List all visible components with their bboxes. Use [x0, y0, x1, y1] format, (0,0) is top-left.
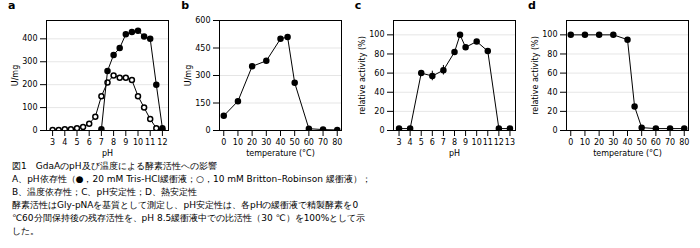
svg-text:30: 30	[608, 138, 618, 147]
svg-text:6: 6	[87, 138, 92, 147]
html-text:した。: した。	[12, 226, 39, 236]
svg-text:11: 11	[145, 138, 155, 147]
svg-text:100: 100	[369, 30, 384, 39]
html-text:d: d	[528, 0, 536, 12]
svg-text:5: 5	[418, 138, 423, 147]
svg-text:0: 0	[206, 126, 211, 135]
svg-text:30: 30	[262, 138, 272, 147]
svg-text:8: 8	[452, 138, 457, 147]
svg-text:20: 20	[547, 107, 557, 116]
svg-text:400: 400	[22, 34, 37, 43]
html-text:酵素活性はGly-pNAを基質として測定し、pH安定性は、各: 酵素活性はGly-pNAを基質として測定し、pH安定性は、各pHの緩衝液で精製酵…	[12, 200, 359, 210]
svg-text:pH: pH	[102, 149, 113, 158]
svg-text:10: 10	[233, 138, 243, 147]
html-text:B、温度依存性；C、pH安定性；D、熱安定性: B、温度依存性；C、pH安定性；D、熱安定性	[12, 187, 197, 197]
svg-text:80: 80	[547, 50, 557, 59]
svg-text:10: 10	[580, 138, 590, 147]
svg-text:100: 100	[22, 103, 37, 112]
svg-text:150: 150	[196, 99, 211, 108]
svg-text:40: 40	[276, 138, 286, 147]
svg-text:60: 60	[304, 138, 314, 147]
svg-text:20: 20	[374, 107, 384, 116]
svg-text:12: 12	[493, 138, 503, 147]
html-text:c: c	[354, 0, 362, 12]
svg-text:80: 80	[374, 50, 384, 59]
svg-text:60: 60	[651, 138, 661, 147]
svg-text:60: 60	[374, 69, 384, 78]
svg-text:100: 100	[542, 30, 557, 39]
svg-text:60: 60	[547, 69, 557, 78]
svg-text:13: 13	[505, 138, 515, 147]
html-text:℃​60分間保持後の残存活性を、pH 8.5緩衝液中での比活: ℃​60分間保持後の残存活性を、pH 8.5緩衝液中での比活性（30 ℃）を10…	[12, 213, 366, 223]
svg-text:9: 9	[463, 138, 468, 147]
svg-text:4: 4	[407, 138, 412, 147]
svg-text:40: 40	[622, 138, 632, 147]
svg-text:7: 7	[99, 138, 104, 147]
svg-text:12: 12	[157, 138, 167, 147]
html-text:a: a	[8, 0, 16, 12]
svg-text:10: 10	[471, 138, 481, 147]
svg-text:6: 6	[429, 138, 434, 147]
svg-text:U/mg: U/mg	[11, 65, 20, 86]
svg-text:relative activity (%): relative activity (%)	[358, 36, 367, 115]
svg-text:temperature (°C): temperature (°C)	[593, 149, 662, 158]
svg-text:20: 20	[247, 138, 257, 147]
svg-text:300: 300	[196, 71, 211, 80]
svg-text:4: 4	[62, 138, 67, 147]
svg-text:70: 70	[665, 138, 675, 147]
html-text:b: b	[181, 0, 190, 12]
svg-text:0: 0	[222, 138, 227, 147]
svg-text:300: 300	[22, 57, 37, 66]
svg-text:200: 200	[22, 80, 37, 89]
svg-text:10: 10	[133, 138, 143, 147]
svg-text:40: 40	[547, 88, 557, 97]
svg-text:5: 5	[74, 138, 79, 147]
svg-text:U/mg: U/mg	[185, 65, 194, 86]
svg-text:50: 50	[290, 138, 300, 147]
svg-text:3: 3	[50, 138, 55, 147]
svg-text:0: 0	[568, 138, 573, 147]
svg-text:20: 20	[594, 138, 604, 147]
svg-text:0: 0	[379, 126, 384, 135]
svg-text:0: 0	[552, 126, 557, 135]
svg-text:40: 40	[374, 88, 384, 97]
svg-text:9: 9	[123, 138, 128, 147]
svg-text:0: 0	[32, 126, 37, 135]
svg-text:3: 3	[396, 138, 401, 147]
svg-text:7: 7	[441, 138, 446, 147]
svg-text:80: 80	[332, 138, 342, 147]
html-text:図1 GdaAのpH及び温度による酵素活性への影響: 図1 GdaAのpH及び温度による酵素活性への影響	[12, 161, 217, 171]
svg-text:600: 600	[196, 16, 211, 25]
svg-text:11: 11	[482, 138, 492, 147]
svg-text:80: 80	[679, 138, 689, 147]
svg-text:temperature (°C): temperature (°C)	[247, 149, 316, 158]
svg-text:50: 50	[637, 138, 647, 147]
html-text:A、pH依存性（●，20 mM Tris-HCl緩衝液；○，: A、pH依存性（●，20 mM Tris-HCl緩衝液；○，10 mM Brit…	[12, 174, 371, 184]
svg-text:relative activity (%): relative activity (%)	[531, 36, 540, 115]
svg-text:pH: pH	[449, 149, 460, 158]
svg-text:8: 8	[111, 138, 116, 147]
svg-text:450: 450	[196, 44, 211, 53]
svg-text:70: 70	[318, 138, 328, 147]
